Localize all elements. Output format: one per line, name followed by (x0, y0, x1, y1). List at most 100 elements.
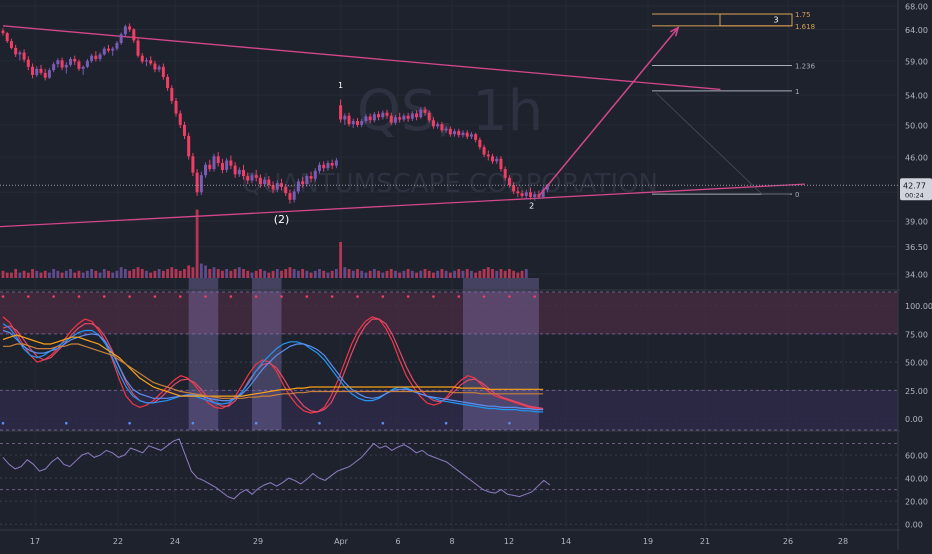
signal-dot-top (482, 295, 486, 298)
signal-dot-top (27, 295, 30, 298)
volume-bar (394, 270, 397, 278)
volume-bar (73, 272, 77, 278)
wave-label-2: 2 (529, 201, 534, 210)
volume-bar (221, 270, 224, 278)
pane-dividers (0, 0, 900, 550)
wave-label-minor-2: (2) (274, 213, 290, 226)
candle-body (153, 63, 157, 70)
candle-body (318, 164, 321, 171)
candle-body (448, 128, 452, 135)
time-tick-label: 22 (113, 537, 123, 546)
volume-bar (174, 269, 178, 278)
signal-dot-bottom (381, 421, 385, 425)
candle-body (330, 163, 334, 166)
candle-body (309, 176, 313, 179)
volume-bar (170, 267, 174, 278)
volume-bar (495, 270, 499, 278)
candle-body (258, 177, 262, 185)
volume-bar (123, 269, 127, 278)
wave-label-1: 1 (338, 81, 343, 90)
volume-bar (229, 270, 233, 278)
volume-bar (280, 270, 283, 278)
candle-body (507, 177, 511, 186)
candle-body (182, 124, 186, 136)
volume-bar (465, 269, 469, 278)
volume-bar (360, 270, 364, 278)
signal-dot-top (508, 295, 511, 298)
price-tick-label: 36.50 (905, 243, 928, 252)
signal-dot-top (305, 295, 309, 298)
volume-bar (461, 270, 465, 278)
trendline-1 (0, 183, 805, 228)
volume-bar (385, 270, 389, 278)
volume-bars (1, 209, 528, 278)
volume-bar (5, 272, 9, 278)
candle-body (292, 191, 296, 200)
volume-bar (10, 272, 13, 278)
volume-bar (398, 272, 402, 278)
candle-body (250, 175, 254, 181)
candle-body (166, 76, 170, 89)
candle-body (275, 183, 279, 190)
volume-bar (410, 270, 414, 278)
candle-body (98, 54, 102, 59)
candle-body (364, 116, 368, 122)
volume-bar (440, 269, 444, 278)
osc1-series-0 (2, 316, 544, 414)
osc1-tick-label: 25.00 (905, 387, 928, 396)
osc1-tick-label: 50.00 (905, 359, 928, 368)
candle-body (5, 33, 9, 42)
volume-bar (107, 270, 110, 278)
candle-body (52, 64, 56, 71)
time-tick-label: 14 (561, 537, 571, 546)
time-tick-label: 12 (504, 537, 514, 546)
signal-dot-bottom (254, 421, 258, 425)
volume-bar (301, 269, 305, 278)
candle-body (102, 48, 106, 55)
signal-dot-top (432, 295, 435, 298)
osc2-tick-label: 0.00 (905, 521, 923, 530)
wave-labels: 1 2 (2) 3 (274, 15, 779, 226)
price-tick-label: 39.00 (905, 217, 928, 226)
candle-body (512, 185, 516, 192)
volume-bar (1, 270, 5, 278)
candle-body (220, 163, 224, 170)
candle-body (478, 139, 482, 148)
candle-body (208, 164, 212, 170)
volume-bar (364, 272, 368, 278)
candle-body (123, 26, 127, 35)
candle-body (107, 48, 110, 51)
candle-body (178, 113, 182, 125)
candle-body (85, 60, 89, 67)
candle-body (402, 115, 406, 120)
time-axis[interactable]: 17 22 24 29 Apr 6 8 12 14 19 21 26 28 (30, 537, 848, 546)
candle-body (271, 185, 275, 190)
candle-body (170, 88, 174, 101)
volume-bar (508, 269, 511, 278)
signal-dot-top (102, 295, 106, 298)
candle-body (393, 117, 397, 123)
volume-bar (69, 269, 72, 278)
candle-body (115, 42, 119, 49)
candle-body (212, 156, 216, 170)
fib-extension: 1.75 1.618 1.236 1 0 (652, 11, 816, 199)
candle-body (423, 109, 427, 113)
candle-body (385, 112, 389, 116)
osc2-series-0 (2, 438, 551, 500)
volume-bar (318, 269, 321, 278)
candle-body (334, 160, 338, 166)
volume-bar (246, 270, 250, 278)
volume-bar (161, 270, 165, 278)
volume-bar (199, 263, 203, 278)
candle-body (69, 58, 73, 65)
volume-bar (136, 267, 140, 278)
candle-body (313, 170, 317, 179)
candle-body (246, 176, 250, 181)
price-tick-label: 59.00 (905, 57, 928, 66)
candle-body (14, 48, 18, 55)
volume-bar (389, 269, 393, 278)
candle-body (444, 128, 448, 131)
candle-body (410, 113, 414, 119)
